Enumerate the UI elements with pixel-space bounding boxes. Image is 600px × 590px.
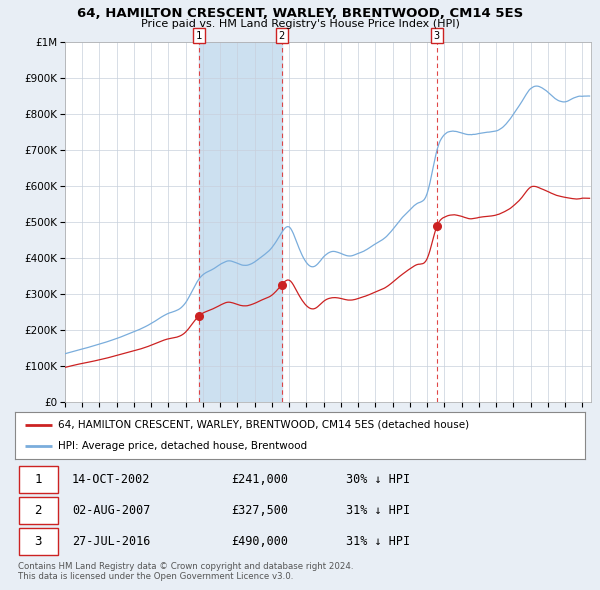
Text: 3: 3: [434, 31, 440, 41]
Text: 31% ↓ HPI: 31% ↓ HPI: [346, 535, 410, 548]
Text: £490,000: £490,000: [232, 535, 289, 548]
Text: 1: 1: [35, 473, 42, 486]
Text: Price paid vs. HM Land Registry's House Price Index (HPI): Price paid vs. HM Land Registry's House …: [140, 19, 460, 30]
Text: 02-AUG-2007: 02-AUG-2007: [72, 504, 151, 517]
Text: 31% ↓ HPI: 31% ↓ HPI: [346, 504, 410, 517]
Text: 2: 2: [35, 504, 42, 517]
FancyBboxPatch shape: [19, 466, 58, 493]
Text: 14-OCT-2002: 14-OCT-2002: [72, 473, 151, 486]
Bar: [199, 42, 282, 402]
Text: 1: 1: [196, 31, 202, 41]
Text: This data is licensed under the Open Government Licence v3.0.: This data is licensed under the Open Gov…: [18, 572, 293, 581]
Text: £241,000: £241,000: [232, 473, 289, 486]
FancyBboxPatch shape: [19, 497, 58, 524]
Text: £327,500: £327,500: [232, 504, 289, 517]
Text: 30% ↓ HPI: 30% ↓ HPI: [346, 473, 410, 486]
Text: Contains HM Land Registry data © Crown copyright and database right 2024.: Contains HM Land Registry data © Crown c…: [18, 562, 353, 571]
Text: 2: 2: [279, 31, 285, 41]
Text: HPI: Average price, detached house, Brentwood: HPI: Average price, detached house, Bren…: [58, 441, 307, 451]
FancyBboxPatch shape: [19, 528, 58, 555]
Text: 64, HAMILTON CRESCENT, WARLEY, BRENTWOOD, CM14 5ES (detached house): 64, HAMILTON CRESCENT, WARLEY, BRENTWOOD…: [58, 419, 469, 430]
Text: 27-JUL-2016: 27-JUL-2016: [72, 535, 151, 548]
Text: 64, HAMILTON CRESCENT, WARLEY, BRENTWOOD, CM14 5ES: 64, HAMILTON CRESCENT, WARLEY, BRENTWOOD…: [77, 7, 523, 20]
Text: 3: 3: [35, 535, 42, 548]
